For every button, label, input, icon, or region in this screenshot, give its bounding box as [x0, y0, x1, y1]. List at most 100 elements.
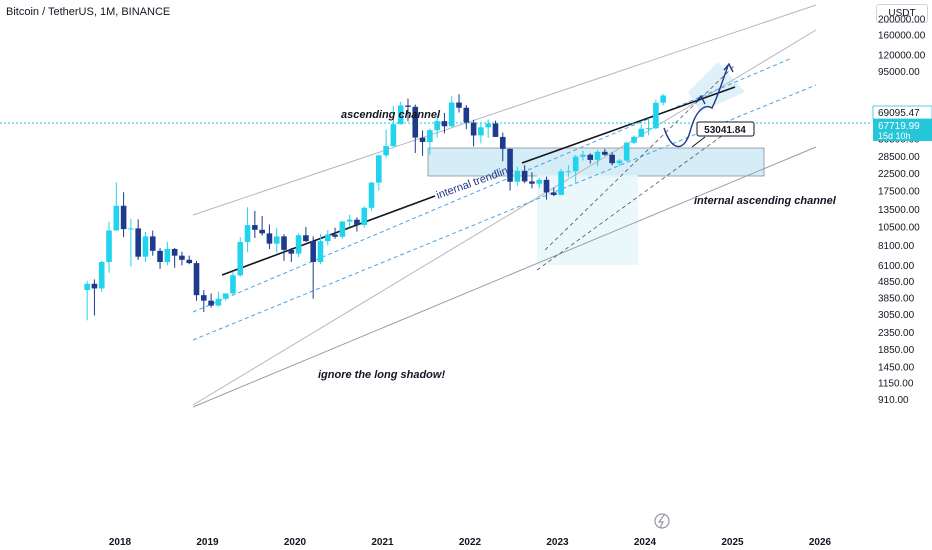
chart-title: Bitcoin / TetherUS, 1M, BINANCE	[6, 6, 171, 18]
annotation-ascending-channel: ascending channel	[341, 109, 441, 121]
candle	[623, 141, 630, 162]
time-axis[interactable]: 2018 2019 2020 2021 2022 2023 2024 2025 2026	[109, 537, 832, 548]
candle-body	[572, 156, 579, 172]
annotation-ignore-shadow: ignore the long shadow!	[318, 369, 445, 381]
candle-body	[419, 137, 426, 142]
candle-body	[529, 181, 535, 184]
candle-body	[616, 160, 623, 164]
candle	[98, 260, 105, 292]
candle	[383, 129, 389, 158]
candle	[106, 221, 112, 273]
candle-body	[215, 298, 222, 306]
candle-body	[295, 235, 302, 254]
candle	[514, 166, 521, 186]
candle	[310, 236, 316, 299]
price-tick-label: 160000.00	[878, 30, 926, 41]
candle-body	[135, 228, 141, 257]
candle	[324, 230, 331, 246]
candle-body	[631, 136, 637, 143]
candle-body	[237, 241, 244, 276]
candle	[660, 94, 666, 106]
candle-body	[106, 230, 112, 262]
candle-body	[273, 236, 280, 244]
candle	[602, 148, 608, 156]
candle	[565, 165, 572, 177]
candle-body	[259, 229, 265, 234]
candle-body	[310, 241, 316, 262]
time-tick-label: 2018	[109, 537, 132, 548]
candle	[201, 290, 207, 313]
price-tick-label: 22500.00	[878, 169, 920, 180]
candle-body	[653, 102, 659, 129]
candle	[594, 149, 601, 167]
candle-body	[478, 127, 484, 136]
candle	[215, 291, 222, 307]
candle	[529, 172, 535, 189]
candle	[113, 182, 120, 231]
candle-body	[317, 241, 324, 262]
last-price-tag	[873, 119, 932, 141]
candle-body	[470, 122, 477, 136]
candle	[354, 217, 360, 232]
trendline-2021	[521, 86, 736, 164]
candle-body	[157, 250, 163, 262]
candle	[193, 260, 200, 301]
candle-body	[536, 179, 543, 184]
candle	[230, 271, 236, 296]
price-tick-label: 120000.00	[878, 51, 926, 62]
candle	[609, 152, 615, 166]
candle	[179, 251, 185, 266]
candle	[463, 105, 470, 130]
candle-body	[354, 219, 360, 226]
candle	[303, 227, 309, 242]
price-tick-label: 1450.00	[878, 362, 915, 373]
time-tick-label: 2022	[459, 537, 482, 548]
candle	[222, 293, 229, 301]
candle-body	[405, 105, 411, 107]
candle	[273, 227, 280, 253]
high-price-text: 69095.47	[878, 108, 920, 119]
target-label: 53041.84	[704, 125, 746, 136]
projection-arrow-1	[723, 62, 734, 73]
candle-body	[609, 154, 615, 164]
candle	[266, 224, 273, 249]
candle	[208, 293, 214, 308]
candle	[244, 207, 251, 252]
price-tick-label: 1150.00	[878, 379, 914, 390]
candle	[485, 119, 491, 138]
candle	[368, 181, 375, 211]
candle	[456, 94, 462, 113]
price-tick-label: 200000.00	[878, 15, 926, 26]
candle	[186, 255, 193, 265]
candle	[572, 154, 579, 184]
candle	[135, 219, 141, 260]
candle	[616, 159, 623, 167]
candle	[448, 96, 455, 128]
candle-body	[201, 295, 207, 301]
candle	[288, 248, 295, 262]
outer-channel-lower	[192, 146, 817, 408]
candle-body	[441, 121, 448, 127]
price-tick-label: 3050.00	[878, 310, 915, 321]
candle-body	[230, 275, 236, 294]
candles	[84, 94, 666, 321]
candle-body	[376, 155, 382, 183]
price-tick-label: 4850.00	[878, 277, 915, 288]
target-pointer	[691, 136, 706, 148]
candle	[470, 119, 477, 147]
candle-body	[244, 225, 251, 242]
outer-channel-upper	[192, 4, 817, 216]
candle-body	[332, 234, 338, 237]
candle-body	[288, 249, 295, 254]
currency-selector[interactable]: USDT	[876, 4, 928, 23]
candle-body	[390, 124, 397, 147]
candle	[558, 168, 564, 196]
candle-body	[587, 154, 594, 160]
candle-body	[558, 171, 564, 195]
price-axis[interactable]: 200000.00160000.00120000.0095000.0046500…	[878, 15, 926, 407]
candle	[653, 99, 659, 130]
candle-body	[361, 207, 368, 226]
candle-body	[113, 205, 120, 231]
projection-arrow-2	[695, 94, 706, 105]
